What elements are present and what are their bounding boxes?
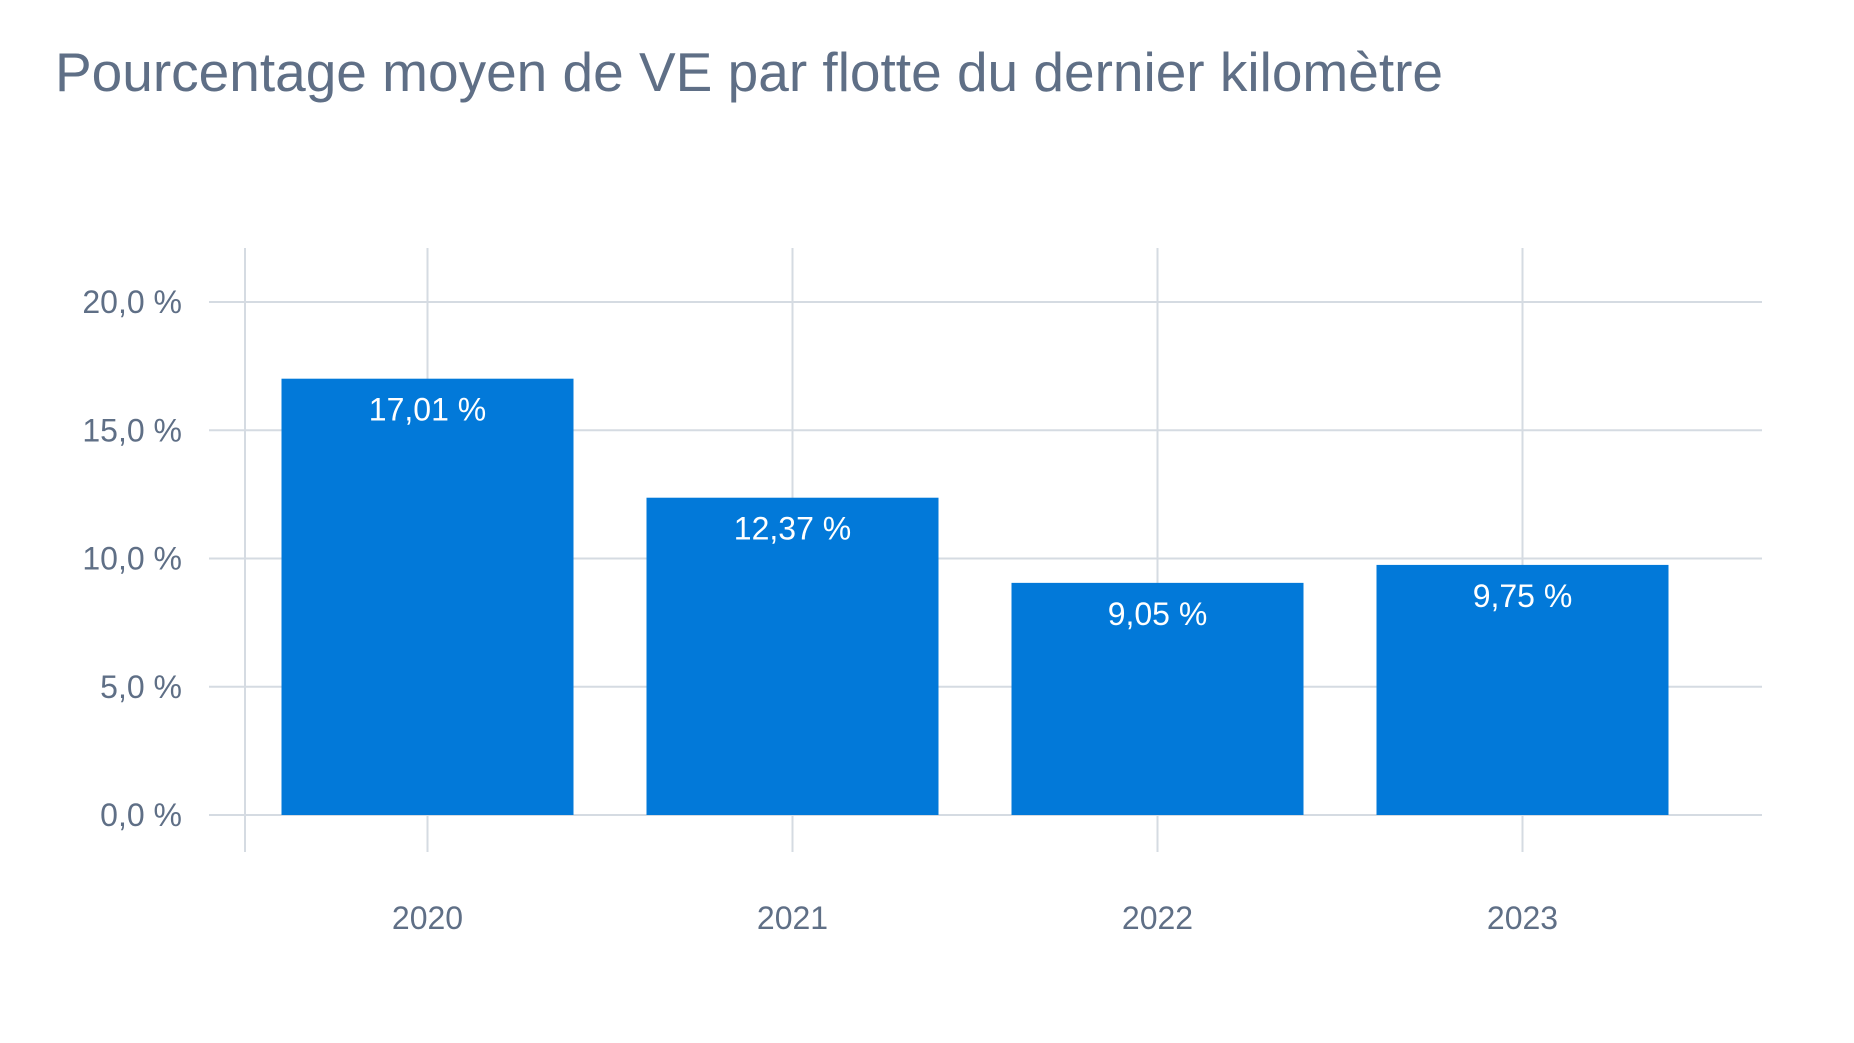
y-tick-label: 5,0 %: [100, 669, 182, 705]
bar-2022: [1011, 582, 1304, 815]
y-tick-label: 0,0 %: [100, 797, 182, 833]
y-tick-label: 15,0 %: [82, 412, 182, 448]
x-tick-label-2022: 2022: [1122, 900, 1193, 936]
x-axis-ticks: 2020 2021 2022 2023: [392, 900, 1558, 936]
data-label-2022: 9,05 %: [1108, 596, 1208, 632]
bars: [281, 378, 1669, 815]
y-axis-ticks: 0,0 % 5,0 % 10,0 % 15,0 % 20,0 %: [82, 284, 182, 833]
bar-2023: [1376, 564, 1669, 815]
x-tick-label-2023: 2023: [1487, 900, 1558, 936]
bar-2020: [281, 378, 574, 815]
bar-2021: [646, 497, 939, 815]
data-label-2021: 12,37 %: [734, 511, 851, 547]
x-tick-label-2020: 2020: [392, 900, 463, 936]
data-labels: 17,01 % 12,37 % 9,05 % 9,75 %: [369, 392, 1573, 632]
data-label-2023: 9,75 %: [1473, 578, 1573, 614]
y-tick-label: 10,0 %: [82, 541, 182, 577]
y-tick-label: 20,0 %: [82, 284, 182, 320]
x-tick-label-2021: 2021: [757, 900, 828, 936]
data-label-2020: 17,01 %: [369, 392, 486, 428]
chart-title: Pourcentage moyen de VE par flotte du de…: [55, 41, 1443, 103]
